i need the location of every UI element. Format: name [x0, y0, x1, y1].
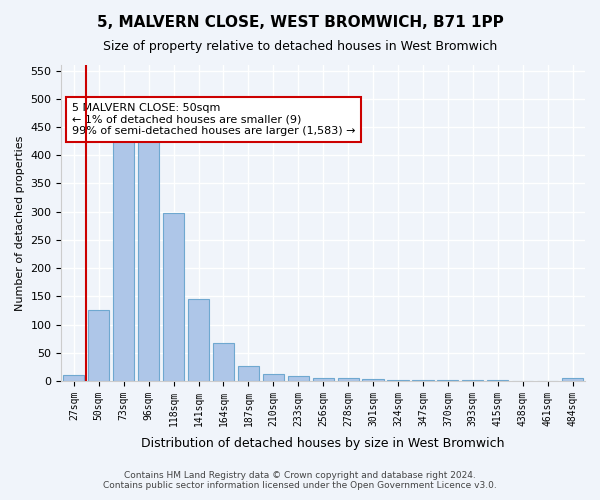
Bar [263, 374, 284, 381]
Bar [287, 376, 309, 381]
Y-axis label: Number of detached properties: Number of detached properties [15, 136, 25, 310]
Text: 5, MALVERN CLOSE, WEST BROMWICH, B71 1PP: 5, MALVERN CLOSE, WEST BROMWICH, B71 1PP [97, 15, 503, 30]
Text: Size of property relative to detached houses in West Bromwich: Size of property relative to detached ho… [103, 40, 497, 53]
Bar [487, 380, 508, 381]
Bar [188, 299, 209, 381]
Bar [338, 378, 359, 381]
Bar [213, 342, 234, 381]
Bar [313, 378, 334, 381]
Bar [388, 380, 409, 381]
Bar [562, 378, 583, 381]
Bar [362, 379, 383, 381]
Bar [437, 380, 458, 381]
X-axis label: Distribution of detached houses by size in West Bromwich: Distribution of detached houses by size … [142, 437, 505, 450]
Bar [113, 128, 134, 381]
Bar [138, 134, 159, 381]
Text: 5 MALVERN CLOSE: 50sqm
← 1% of detached houses are smaller (9)
99% of semi-detac: 5 MALVERN CLOSE: 50sqm ← 1% of detached … [72, 103, 355, 136]
Bar [412, 380, 434, 381]
Bar [88, 310, 109, 381]
Bar [238, 366, 259, 381]
Bar [63, 376, 85, 381]
Bar [163, 214, 184, 381]
Bar [462, 380, 484, 381]
Text: Contains HM Land Registry data © Crown copyright and database right 2024.
Contai: Contains HM Land Registry data © Crown c… [103, 470, 497, 490]
